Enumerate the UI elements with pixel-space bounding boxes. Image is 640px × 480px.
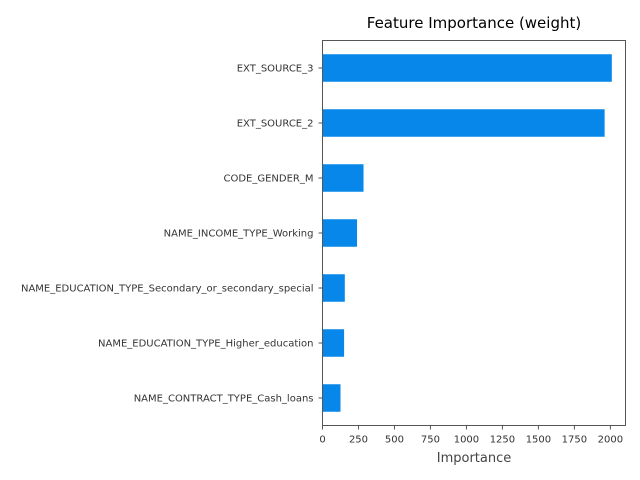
- x-tick-label: 250: [349, 435, 368, 446]
- y-tick-label: EXT_SOURCE_2: [237, 119, 314, 130]
- chart-title: Feature Importance (weight): [367, 14, 581, 32]
- bar: [322, 274, 345, 302]
- bar: [322, 384, 341, 412]
- x-tick-label: 500: [385, 435, 404, 446]
- bar: [322, 109, 605, 137]
- x-tick-label: 0: [319, 435, 325, 446]
- y-tick-label: NAME_EDUCATION_TYPE_Higher_education: [98, 339, 314, 350]
- bars-group: [322, 54, 612, 412]
- x-tick-label: 1750: [562, 435, 587, 446]
- y-tick-label: NAME_CONTRACT_TYPE_Cash_loans: [134, 394, 314, 405]
- bar: [322, 329, 345, 357]
- x-tick-label: 750: [421, 435, 440, 446]
- bar: [322, 219, 358, 247]
- x-tick-label: 1000: [454, 435, 479, 446]
- x-tick-label: 2000: [598, 435, 623, 446]
- bar: [322, 164, 364, 192]
- y-tick-labels: EXT_SOURCE_3 EXT_SOURCE_2 CODE_GENDER_M NAM…: [21, 64, 323, 405]
- x-tick-label: 1250: [490, 435, 515, 446]
- y-tick-label: CODE_GENDER_M: [223, 174, 313, 185]
- plot-frame: [322, 40, 626, 426]
- x-tick-label: 1500: [526, 435, 551, 446]
- y-tick-label: EXT_SOURCE_3: [237, 64, 314, 75]
- y-tick-label: NAME_INCOME_TYPE_Working: [164, 229, 314, 240]
- x-axis-label: Importance: [437, 451, 512, 466]
- y-tick-label: NAME_EDUCATION_TYPE_Secondary_or_seconda…: [21, 284, 314, 295]
- bar: [322, 54, 612, 82]
- x-tick-labels: 0 250 500 750 1000 1250 1500 1750 2000: [319, 425, 623, 446]
